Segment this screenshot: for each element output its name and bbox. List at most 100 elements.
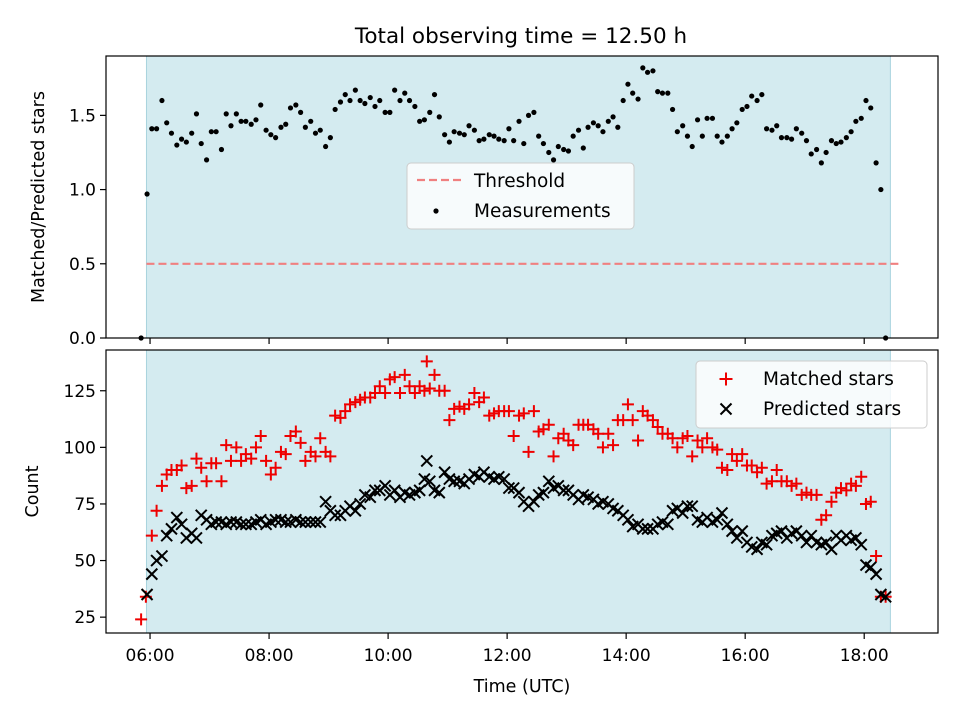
predicted-star-point bbox=[641, 522, 654, 536]
measurement-point bbox=[332, 106, 338, 113]
measurement-point bbox=[481, 136, 487, 142]
measurement-point bbox=[788, 136, 795, 142]
predicted-star-point bbox=[527, 495, 541, 508]
matched-star-point bbox=[626, 414, 639, 427]
measurement-point bbox=[868, 105, 874, 111]
measurement-point bbox=[595, 123, 601, 129]
predicted-star-point bbox=[447, 475, 461, 488]
matched-star-point bbox=[671, 441, 684, 454]
measurement-point bbox=[218, 146, 225, 153]
matched-star-point bbox=[810, 488, 823, 501]
matched-star-point bbox=[849, 479, 862, 492]
x-tick-label: 16:00 bbox=[721, 646, 770, 666]
predicted-star-point bbox=[438, 466, 451, 479]
measurement-point bbox=[387, 109, 393, 115]
measurement-point bbox=[397, 97, 403, 104]
measurement-point bbox=[442, 132, 448, 138]
measurement-point bbox=[516, 118, 522, 124]
matched-star-point bbox=[517, 407, 530, 420]
measurement-point bbox=[600, 129, 606, 135]
x-tick-label: 18:00 bbox=[840, 646, 889, 666]
measurement-point bbox=[287, 105, 294, 111]
matched-star-point bbox=[309, 450, 322, 463]
matched-star-point bbox=[428, 368, 441, 381]
matched-star-point bbox=[463, 398, 476, 411]
predicted-star-point bbox=[364, 490, 377, 504]
measurement-point bbox=[174, 142, 180, 148]
matched-star-point bbox=[834, 482, 847, 495]
matched-star-point bbox=[547, 450, 560, 463]
predicted-star-point bbox=[512, 486, 526, 499]
measurement-point bbox=[258, 102, 264, 108]
predicted-star-point bbox=[378, 479, 392, 493]
measurement-point bbox=[759, 91, 765, 98]
y-tick-label: 75 bbox=[74, 495, 96, 515]
y-axis-label: Count bbox=[23, 465, 43, 517]
predicted-star-point bbox=[715, 506, 729, 520]
predicted-star-point bbox=[725, 524, 739, 538]
matched-star-point bbox=[701, 432, 714, 445]
matched-star-point bbox=[175, 459, 188, 472]
measurement-point bbox=[511, 138, 517, 144]
predicted-star-point bbox=[309, 515, 322, 529]
x-tick-label: 06:00 bbox=[126, 646, 175, 666]
predicted-star-point bbox=[328, 509, 342, 522]
axes-frame bbox=[105, 349, 939, 634]
matched-star-point bbox=[339, 405, 352, 418]
matched-star-point bbox=[686, 450, 699, 463]
measurement-point bbox=[421, 117, 427, 123]
measurement-point bbox=[665, 90, 671, 96]
measurement-point bbox=[476, 138, 482, 144]
measurement-point bbox=[431, 91, 438, 98]
measurement-point bbox=[412, 103, 418, 110]
matched-star-point bbox=[522, 445, 535, 458]
predicted-star-point bbox=[145, 567, 159, 581]
measurement-point bbox=[466, 123, 472, 129]
y-tick-label: 50 bbox=[74, 552, 96, 572]
predicted-star-point bbox=[165, 522, 178, 536]
matched-star-point bbox=[820, 509, 833, 522]
predicted-star-point bbox=[805, 529, 818, 542]
predicted-star-point bbox=[721, 518, 734, 531]
measurement-point bbox=[734, 120, 740, 126]
measurement-point bbox=[402, 90, 408, 96]
predicted-star-point bbox=[314, 515, 327, 529]
measurement-point bbox=[704, 115, 710, 121]
predicted-star-point bbox=[855, 538, 868, 551]
y-tick-label: 25 bbox=[74, 608, 96, 628]
measurement-point bbox=[605, 118, 611, 124]
bottom-legend: Matched stars Predicted stars bbox=[695, 360, 928, 429]
measurement-point bbox=[625, 81, 631, 87]
predicted-star-point bbox=[502, 481, 516, 495]
measurement-point bbox=[878, 186, 884, 193]
matched-star-point bbox=[150, 504, 163, 517]
measurement-point bbox=[491, 133, 497, 139]
predicted-star-point bbox=[294, 515, 307, 529]
measurement-point bbox=[684, 133, 691, 139]
measurement-point bbox=[764, 126, 770, 132]
measurement-point bbox=[580, 145, 586, 151]
predicted-star-point bbox=[388, 484, 401, 497]
predicted-star-point bbox=[349, 504, 362, 517]
measurement-point bbox=[873, 160, 879, 166]
matched-star-point bbox=[825, 495, 838, 508]
measurement-point bbox=[317, 127, 323, 133]
measurement-point bbox=[650, 68, 656, 74]
measurement-point bbox=[565, 148, 572, 154]
matched-star-point bbox=[369, 387, 382, 400]
measurement-point bbox=[838, 139, 844, 145]
matched-star-point bbox=[721, 463, 734, 476]
predicted-star-point bbox=[209, 515, 223, 529]
matched-star-point bbox=[373, 380, 386, 393]
measurement-point bbox=[843, 135, 849, 141]
measurement-point bbox=[575, 127, 582, 133]
measurement-point bbox=[248, 121, 254, 127]
matched-star-point bbox=[790, 477, 803, 490]
predicted-star-point bbox=[413, 484, 426, 497]
measurement-point bbox=[268, 132, 274, 138]
matched-star-point bbox=[155, 479, 168, 492]
predicted-star-point bbox=[155, 549, 169, 563]
measurement-point bbox=[337, 99, 344, 105]
matched-star-point bbox=[260, 454, 273, 467]
y-axis-label: Matched/Predicted stars bbox=[29, 91, 49, 303]
